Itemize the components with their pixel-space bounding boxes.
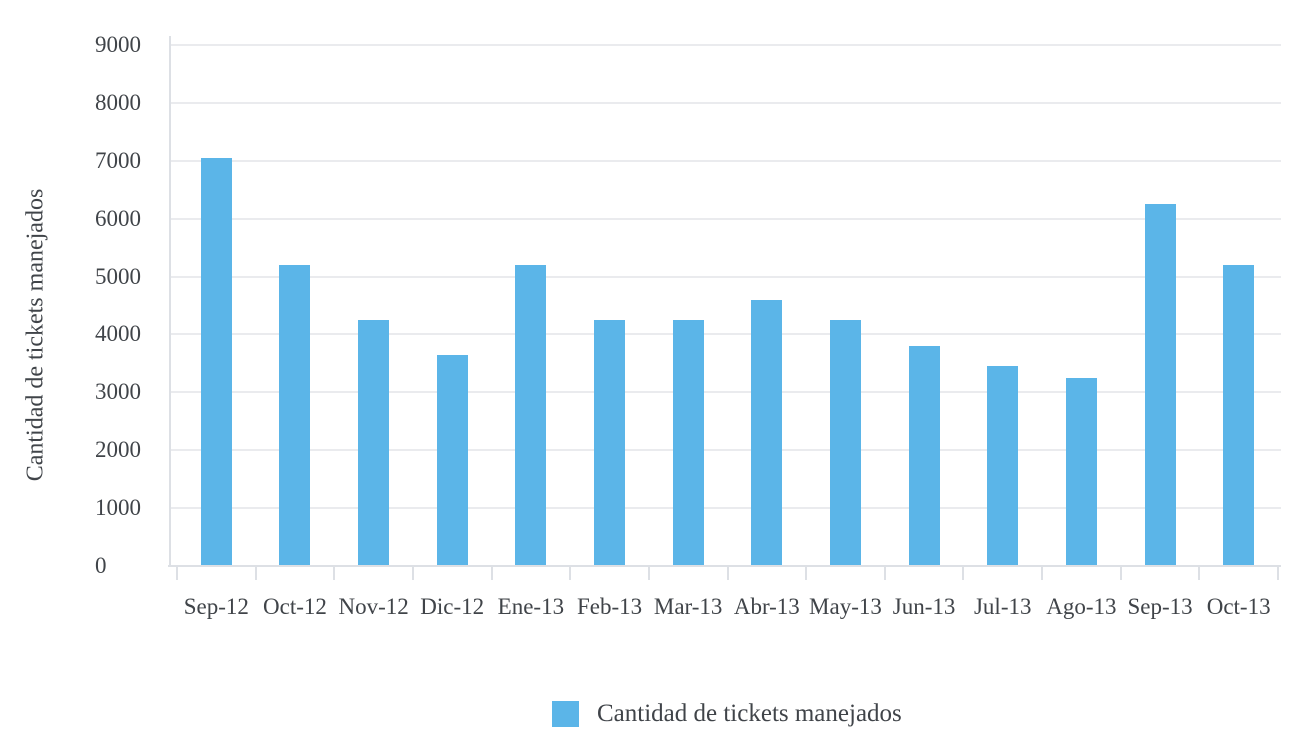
bar-Oct-12 [279,264,311,566]
bar-Jul-13 [987,366,1019,566]
x-axis-tickmark [726,567,729,580]
x-tick-label: Jun-13 [892,594,956,619]
y-axis-line [169,36,171,566]
x-axis-tickmark [1041,567,1044,580]
gridline-9000 [170,44,1281,46]
gridline-3000 [170,391,1281,394]
x-axis-tickmark [411,567,414,580]
y-tick-label: 3000 [95,379,141,405]
y-tick-label: 5000 [95,263,141,289]
x-tick-label: Mar-13 [653,594,723,619]
gridline-2000 [170,449,1281,452]
gridline-6000 [170,217,1281,220]
x-axis-tickmark [962,567,965,580]
x-tick-label: Feb-13 [576,594,643,619]
bar-Mar-13 [672,319,704,566]
y-tick-label: 8000 [95,89,141,115]
gridline-4000 [170,333,1281,336]
gridline-8000 [170,101,1281,104]
x-tick-label: Dic-12 [420,594,485,619]
y-tick-label: 9000 [95,32,141,57]
bar-Feb-13 [594,319,626,566]
legend-swatch-icon [552,701,579,727]
bar-May-13 [829,319,861,566]
bar-Sep-12 [200,157,232,566]
x-axis-tickmark [647,567,650,580]
y-tick-label: 2000 [95,437,141,463]
x-axis-tickmark [1198,567,1201,580]
gridline-7000 [170,159,1281,162]
x-axis-tickmark [490,567,493,580]
x-tick-label: Sep-13 [1127,594,1193,619]
bar-Sep-13 [1144,204,1176,566]
gridline-1000 [170,507,1281,510]
x-axis-tickmark [254,567,257,580]
x-tick-label: Ene-13 [497,594,565,619]
y-tick-label: 0 [95,553,107,578]
x-tick-label: Sep-12 [183,594,249,619]
x-axis-tickmark [1119,567,1122,580]
x-axis-tickmark [176,567,178,580]
bar-Ene-13 [515,264,547,566]
gridline-5000 [170,275,1281,278]
y-axis-title: Cantidad de tickets manejados [22,188,49,482]
x-axis-line [168,565,1281,567]
x-axis-tickmark [569,567,572,580]
x-tick-label: Nov-12 [338,594,409,619]
x-tick-label: Jul-13 [973,594,1032,619]
x-tick-label: Oct-12 [263,594,327,619]
x-axis-tickmark [883,567,886,580]
x-axis-tickmark [1277,567,1279,580]
bar-Nov-12 [358,319,390,566]
x-tick-label: Ago-13 [1046,594,1117,619]
bar-Dic-12 [436,354,468,566]
bar-Jun-13 [908,346,940,566]
y-tick-label: 4000 [95,321,141,347]
x-tick-label: Oct-13 [1206,594,1271,619]
y-tick-label: 1000 [95,495,141,521]
bar-Oct-13 [1223,264,1255,566]
legend-label: Cantidad de tickets manejados [597,700,902,727]
x-tick-label: Abr-13 [733,594,800,619]
y-tick-label: 7000 [95,147,141,173]
y-tick-label: 6000 [95,205,141,231]
x-axis-tickmark [333,567,336,580]
bar-Ago-13 [1065,377,1097,566]
bar-Abr-13 [751,299,783,566]
chart-legend: Cantidad de tickets manejados [552,700,902,728]
x-axis-tickmark [805,567,808,580]
x-tick-label: May-13 [809,594,882,619]
